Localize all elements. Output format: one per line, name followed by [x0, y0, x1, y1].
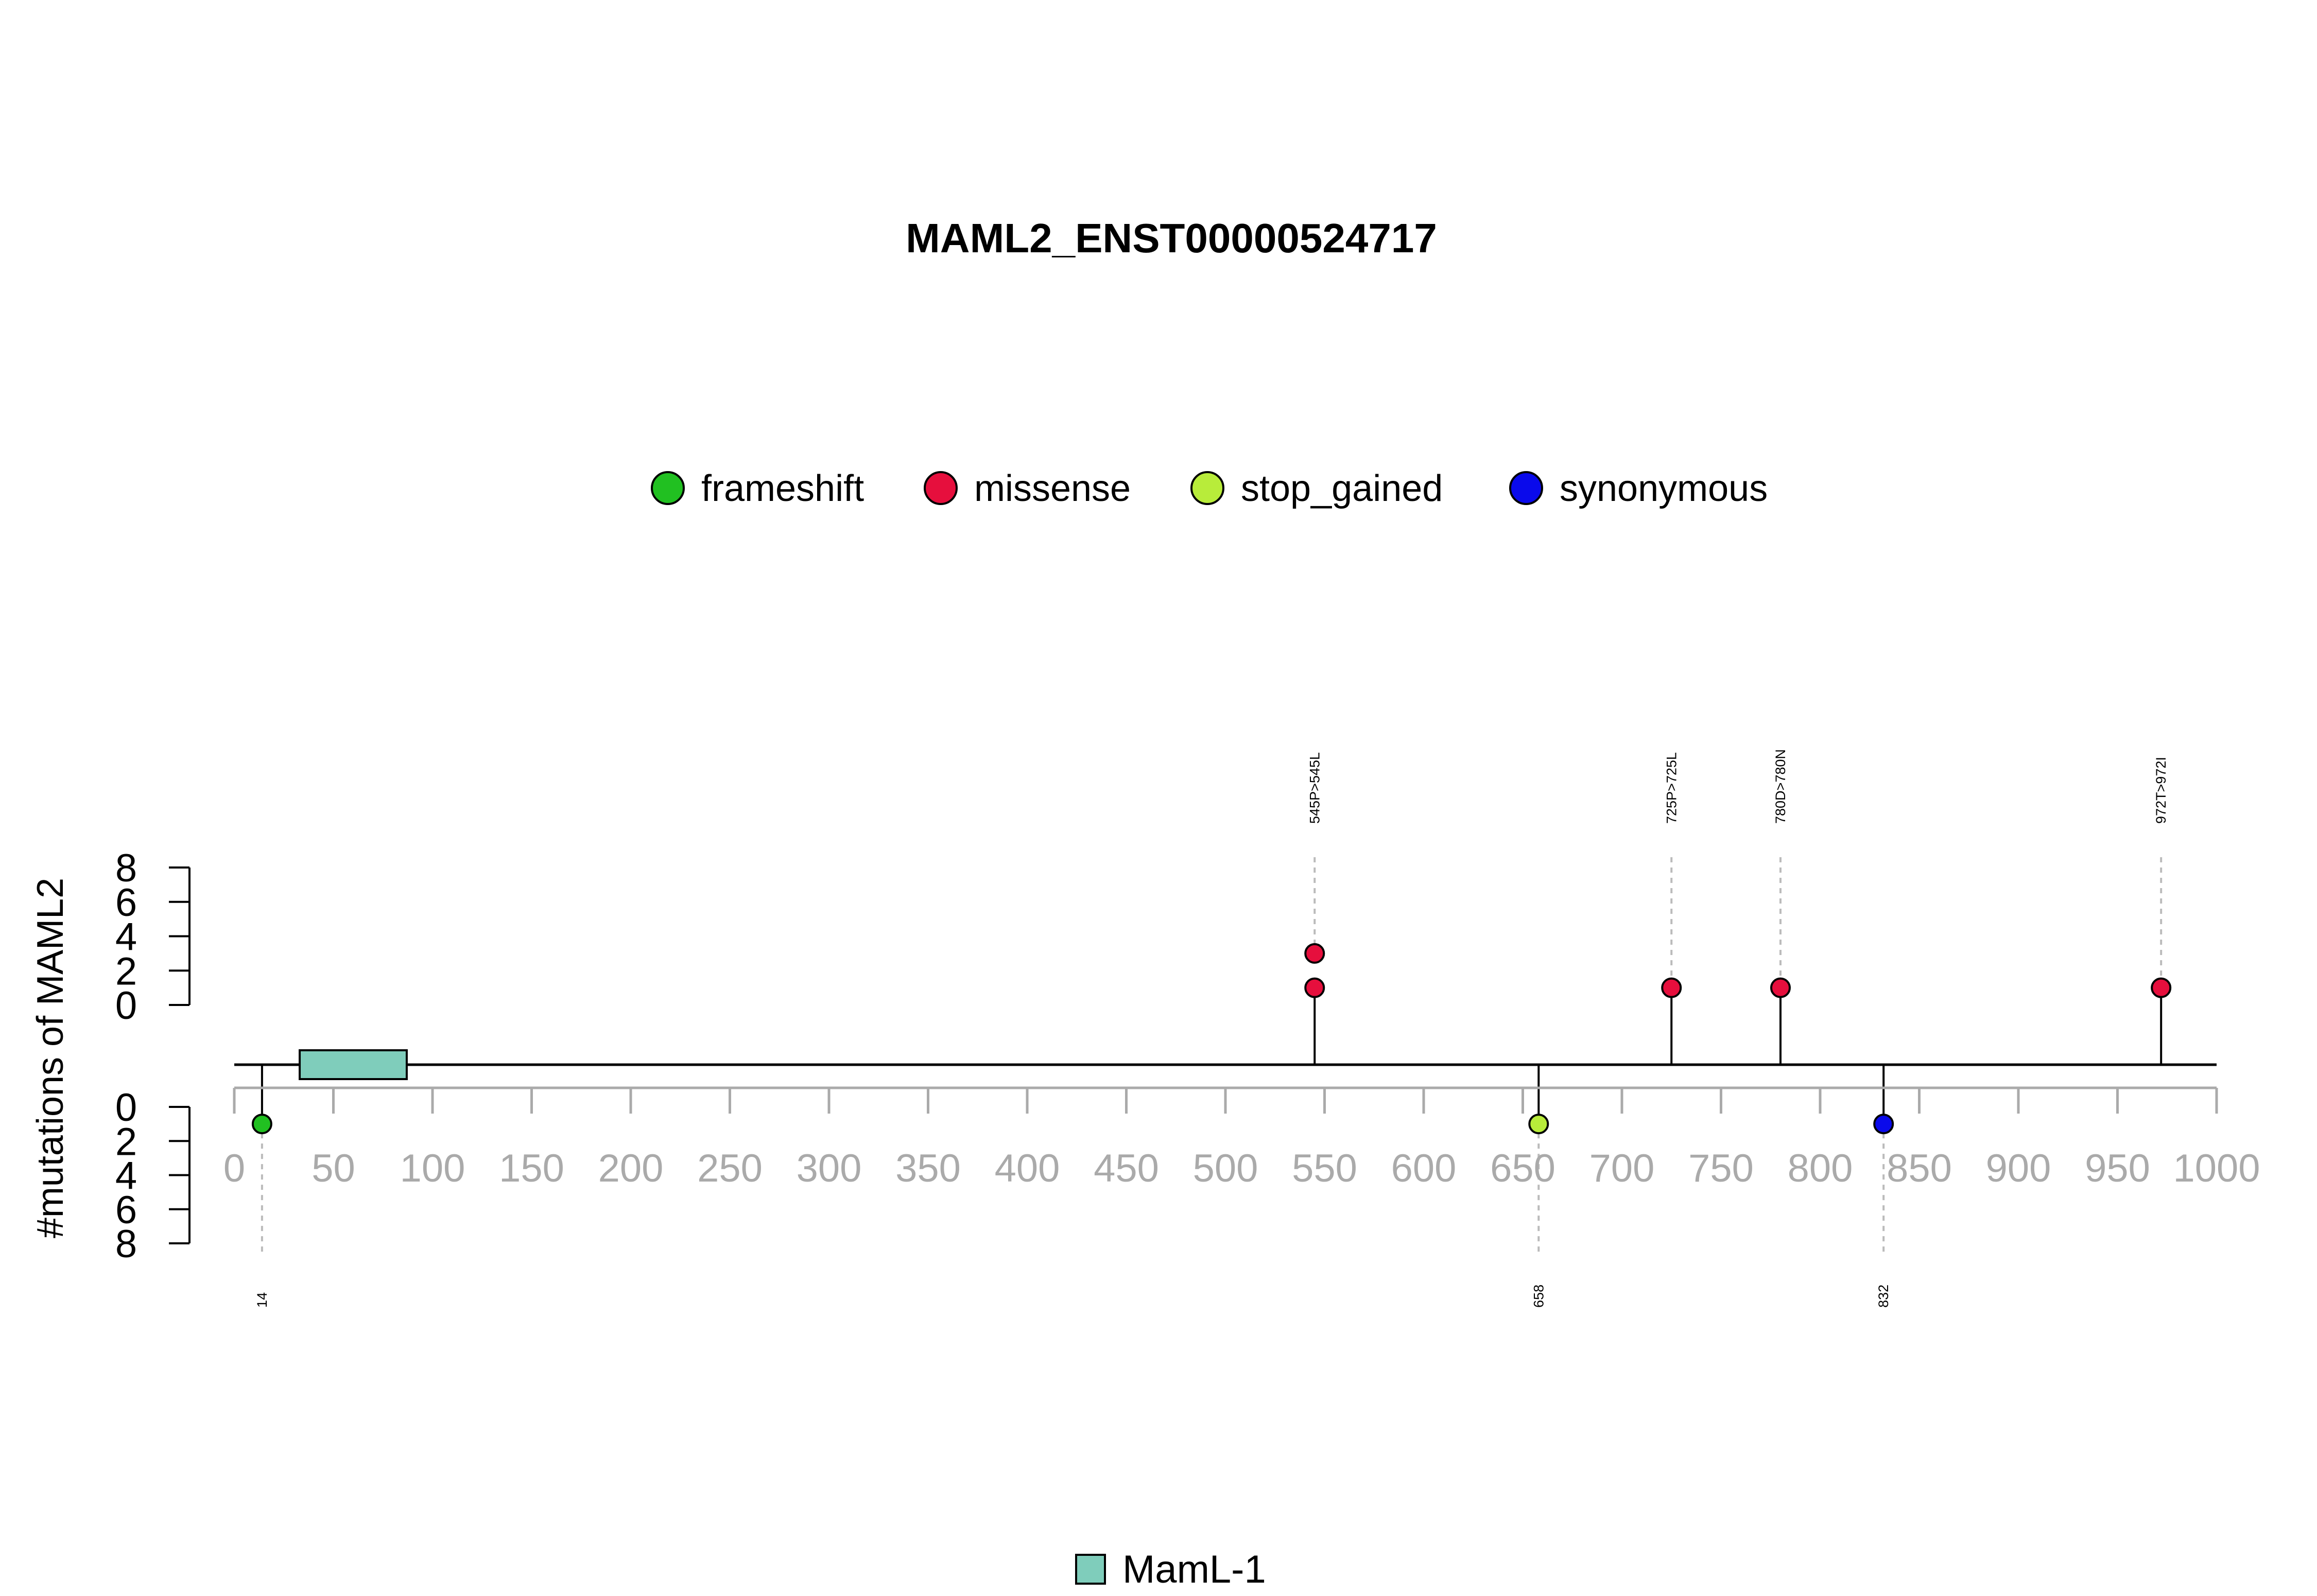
mutation-label: 14: [254, 1292, 270, 1308]
y-tick-label-top: 4: [115, 915, 137, 959]
chart-title: MAML2_ENST00000524717: [906, 215, 1437, 261]
x-tick-label: 900: [1986, 1147, 2051, 1190]
domain-legend-label: MamL-1: [1122, 1548, 1266, 1591]
y-tick-label-bottom: 0: [115, 1086, 137, 1130]
mutation-point-missense: [1770, 977, 1791, 998]
mutation-point-frameshift: [251, 1114, 272, 1135]
x-tick-label: 950: [2085, 1147, 2150, 1190]
x-tick-label: 50: [312, 1147, 355, 1190]
legend-label-frameshift: frameshift: [701, 468, 864, 509]
x-tick-label: 700: [1589, 1147, 1655, 1190]
mutation-point-missense: [1304, 977, 1325, 998]
x-tick-label: 650: [1490, 1147, 1555, 1190]
x-tick-label: 550: [1292, 1147, 1357, 1190]
y-tick-label-top: 6: [115, 881, 137, 925]
y-tick-label-bottom: 4: [115, 1154, 137, 1198]
mutation-point-synonymous: [1873, 1114, 1894, 1135]
y-tick-label-bottom: 6: [115, 1188, 137, 1232]
domain-MamL-1: [299, 1049, 408, 1080]
mutation-label: 545P>545L: [1307, 752, 1322, 824]
y-tick-label-top: 2: [115, 949, 137, 993]
x-tick-label: 600: [1391, 1147, 1457, 1190]
x-tick-label: 150: [499, 1147, 564, 1190]
label-guide-lines: [261, 857, 2163, 1256]
x-tick-label: 1000: [2173, 1147, 2260, 1190]
y-tick-label-top: 8: [115, 846, 137, 890]
x-tick-label: 250: [697, 1147, 763, 1190]
x-tick-label: 800: [1788, 1147, 1853, 1190]
legend-marker-missense: [924, 471, 958, 505]
lollipop-stems: [261, 987, 2163, 1124]
mutation-point-missense: [1661, 977, 1682, 998]
mutation-label: 832: [1876, 1285, 1891, 1308]
domain-legend: MamL-1: [1075, 1548, 1266, 1591]
domain-legend-swatch: [1075, 1554, 1106, 1585]
x-tick-label: 300: [797, 1147, 862, 1190]
x-tick-label: 400: [995, 1147, 1060, 1190]
mutation-point-missense: [1304, 943, 1325, 964]
y-tick-label-bottom: 2: [115, 1120, 137, 1164]
x-tick-label: 500: [1193, 1147, 1258, 1190]
legend-marker-synonymous: [1509, 471, 1543, 505]
protein-backbone-group: [234, 1049, 2217, 1080]
mutation-label: 972T>972I: [2153, 757, 2169, 824]
x-tick-label: 850: [1887, 1147, 1952, 1190]
mutation-label: 780D>780N: [1773, 749, 1788, 824]
mutation-points: [251, 943, 2172, 1135]
mutation-point-stop_gained: [1528, 1114, 1549, 1135]
mutation-point-missense: [2151, 977, 2172, 998]
x-tick-label: 450: [1094, 1147, 1159, 1190]
x-tick-label: 350: [895, 1147, 961, 1190]
x-tick-label: 0: [223, 1147, 245, 1190]
mutation-labels: 545P>545L 725P>725L 780D>780N 972T>972I 14 65…: [254, 749, 2169, 1308]
mutation-type-legend: frameshift missense stop_gained synonymous: [651, 468, 1768, 509]
mutation-label: 658: [1531, 1285, 1546, 1308]
legend-marker-frameshift: [651, 471, 685, 505]
y-tick-label-top: 0: [115, 984, 137, 1028]
legend-label-stop_gained: stop_gained: [1241, 468, 1443, 509]
legend-label-synonymous: synonymous: [1560, 468, 1768, 509]
x-axis: 0 50 100 150 200 250 300 350 400 450 500 550 600 650 7…: [223, 1086, 2260, 1190]
x-tick-label: 200: [598, 1147, 664, 1190]
mutation-label: 725P>725L: [1664, 752, 1679, 824]
y-tick-label-bottom: 8: [115, 1222, 137, 1266]
y-axis-label: #mutations of MAML2: [30, 878, 71, 1238]
x-tick-label: 100: [400, 1147, 465, 1190]
legend-marker-stop_gained: [1190, 471, 1224, 505]
x-tick-label: 750: [1688, 1147, 1754, 1190]
legend-label-missense: missense: [974, 468, 1131, 509]
